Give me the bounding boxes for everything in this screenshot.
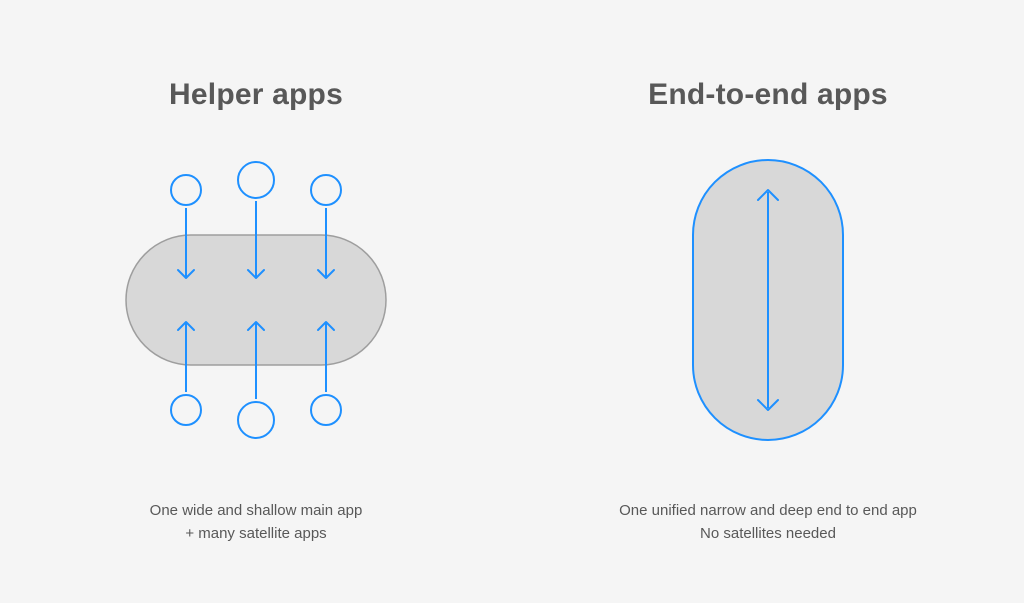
- helper-apps-title: Helper apps: [0, 78, 512, 112]
- satellite-circle: [171, 395, 201, 425]
- satellite-circle: [311, 175, 341, 205]
- helper-apps-svg: [106, 150, 406, 450]
- end-to-end-caption-line1: One unified narrow and deep end to end a…: [619, 502, 917, 519]
- infographic-canvas: Helper apps One wide and shallow main ap…: [0, 0, 1024, 603]
- end-to-end-svg: [618, 150, 918, 450]
- helper-apps-caption-line2: + many satellite apps: [185, 525, 326, 542]
- satellite-circle: [238, 162, 274, 198]
- end-to-end-title: End-to-end apps: [512, 78, 1024, 112]
- helper-apps-column: Helper apps One wide and shallow main ap…: [0, 0, 512, 603]
- satellite-circle: [171, 175, 201, 205]
- end-to-end-caption: One unified narrow and deep end to end a…: [512, 500, 1024, 545]
- helper-apps-caption-line1: One wide and shallow main app: [150, 502, 363, 519]
- satellite-circle: [238, 402, 274, 438]
- helper-apps-diagram: [0, 150, 512, 480]
- end-to-end-diagram: [512, 150, 1024, 480]
- end-to-end-column: End-to-end apps One unified narrow and d…: [512, 0, 1024, 603]
- end-to-end-caption-line2: No satellites needed: [700, 525, 836, 542]
- satellite-circle: [311, 395, 341, 425]
- helper-apps-caption: One wide and shallow main app + many sat…: [0, 500, 512, 545]
